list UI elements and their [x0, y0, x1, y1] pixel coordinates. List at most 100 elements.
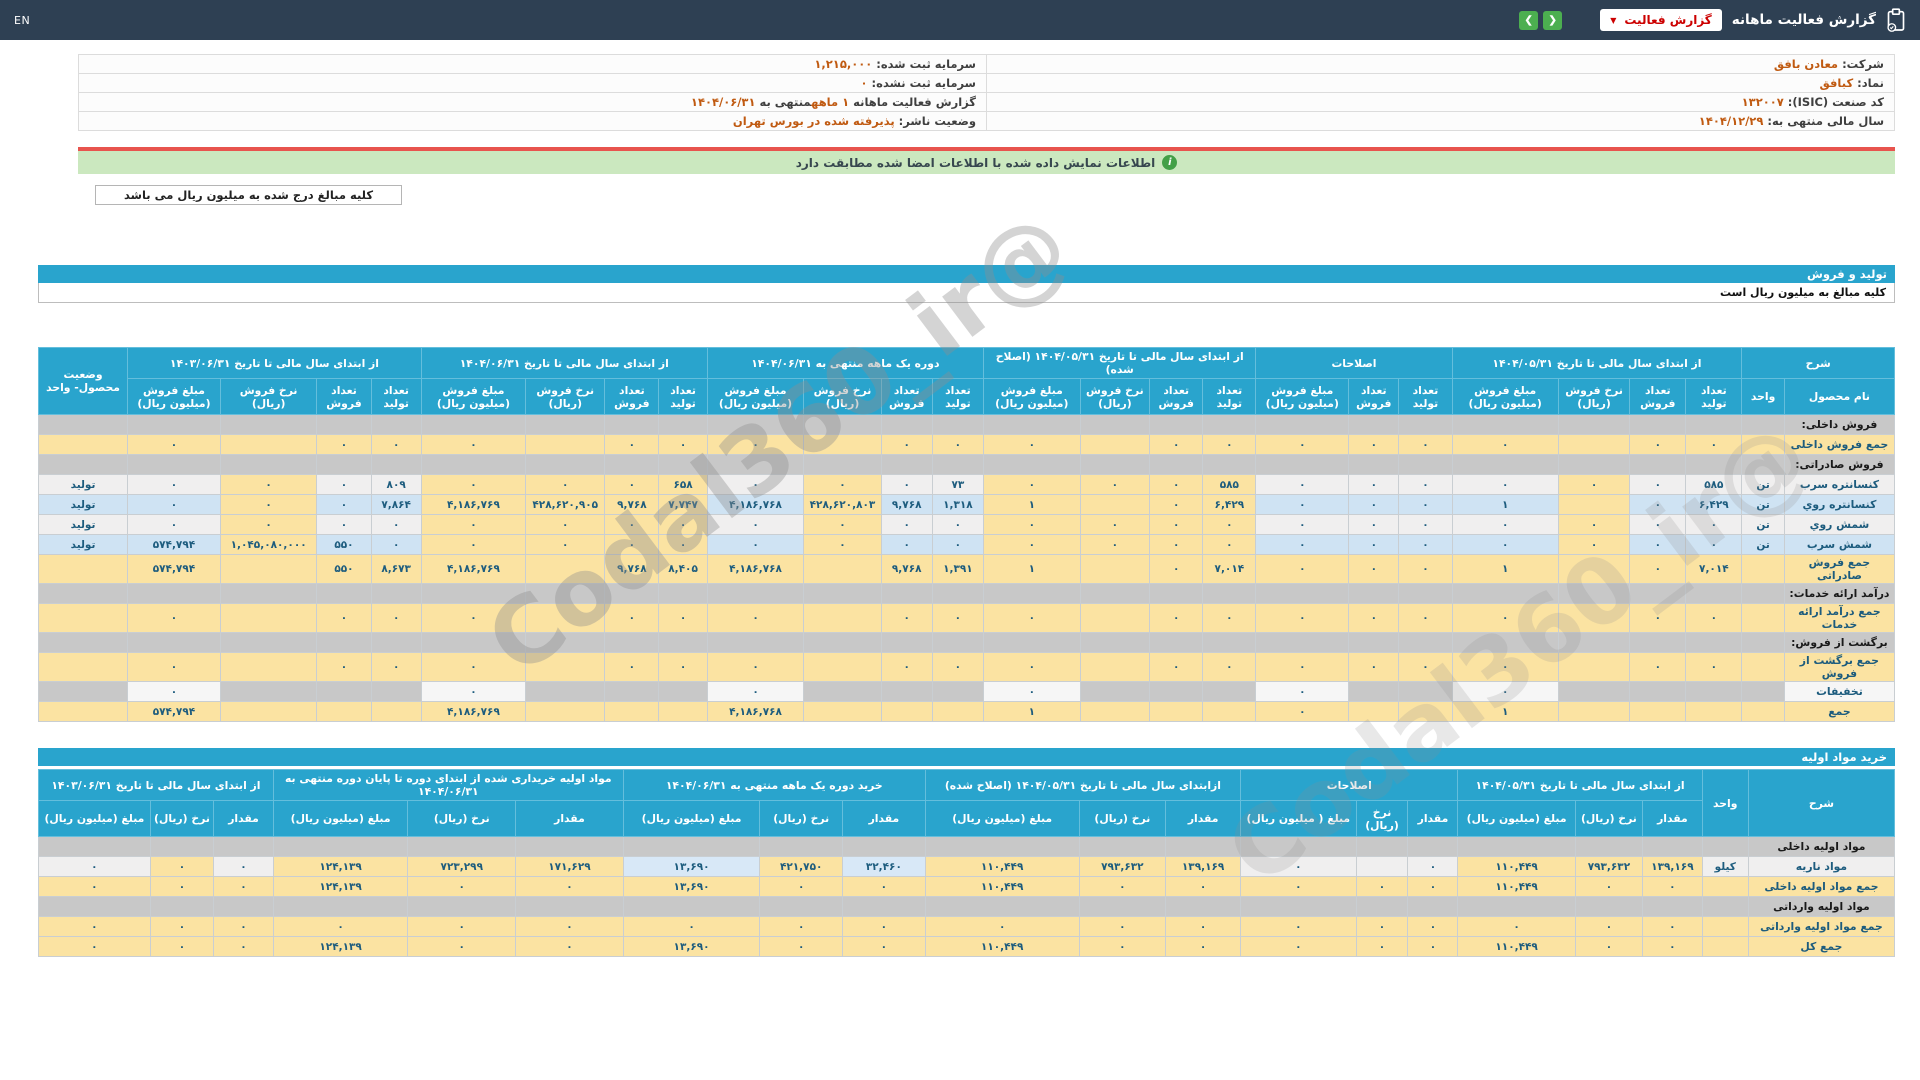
- row-status: [39, 653, 128, 682]
- language-toggle-en[interactable]: EN: [14, 14, 30, 27]
- value-cell: ۰: [707, 515, 804, 535]
- value-cell: ۰: [408, 917, 516, 937]
- value-cell: [932, 702, 983, 722]
- value-cell: ۰: [317, 495, 371, 515]
- col-sub: نرخ (ریال): [1356, 801, 1408, 837]
- col-product-name: نام محصول: [1784, 379, 1894, 415]
- value-cell: [1458, 897, 1575, 917]
- info-value: ۱ ماهه: [811, 95, 849, 109]
- value-cell: ۰: [421, 653, 525, 682]
- info-label: وضعیت ناشر:: [895, 114, 976, 128]
- row-label: درآمد ارائه خدمات:: [1784, 584, 1894, 604]
- company-info-cell: نماد: کبافق: [987, 74, 1895, 93]
- col-sub: مبلغ (میلیون ریال): [925, 801, 1079, 837]
- value-cell: ۰: [1256, 682, 1349, 702]
- value-cell: ۰: [659, 604, 707, 633]
- value-cell: [1356, 897, 1408, 917]
- row-unit: [1742, 455, 1785, 475]
- value-cell: ۰: [659, 435, 707, 455]
- value-cell: ۸,۶۷۳: [371, 555, 421, 584]
- value-cell: ۰: [317, 515, 371, 535]
- row-unit: [1702, 837, 1748, 857]
- table-row: جمع۱۰۱۴,۱۸۶,۷۶۸۴,۱۸۶,۷۶۹۵۷۴,۷۹۴: [39, 702, 1895, 722]
- value-cell: ۰: [421, 515, 525, 535]
- value-cell: ۱۳۹,۱۶۹: [1643, 857, 1703, 877]
- row-status: [39, 584, 128, 604]
- amounts-unit-note: کلیه مبالغ درج شده به میلیون ریال می باش…: [95, 185, 402, 205]
- value-cell: ۰: [932, 515, 983, 535]
- row-unit: [1742, 653, 1785, 682]
- value-cell: [1080, 682, 1150, 702]
- value-cell: ۵۷۴,۷۹۴: [128, 702, 221, 722]
- value-cell: ۰: [1356, 877, 1408, 897]
- value-cell: ۰: [1408, 857, 1458, 877]
- value-cell: ۱۲۴,۱۳۹: [273, 857, 408, 877]
- value-cell: ۷,۰۱۴: [1686, 555, 1742, 584]
- col-sub: نرخ فروش (ریال): [1080, 379, 1150, 415]
- value-cell: [1399, 584, 1452, 604]
- col-group-5: از ابتدای سال مالی تا تاریخ ۱۴۰۳/۰۶/۳۱: [128, 348, 422, 379]
- col-status: وضعیت محصول- واحد: [39, 348, 128, 415]
- value-cell: ۰: [1349, 653, 1399, 682]
- value-cell: [1399, 633, 1452, 653]
- value-cell: ۶,۴۲۹: [1203, 495, 1256, 515]
- value-cell: [1452, 584, 1558, 604]
- info-label: سال مالی منتهی به:: [1763, 114, 1884, 128]
- value-cell: ۴,۱۸۶,۷۶۹: [421, 555, 525, 584]
- value-cell: ۰: [1256, 535, 1349, 555]
- previous-report-button[interactable]: ❮: [1543, 11, 1562, 30]
- value-cell: [1203, 682, 1256, 702]
- value-cell: ۰: [1241, 857, 1356, 877]
- value-cell: [1575, 897, 1642, 917]
- value-cell: [843, 837, 926, 857]
- value-cell: ۰: [1079, 937, 1166, 957]
- row-label: جمع مواد اولیه وارداتی: [1748, 917, 1894, 937]
- value-cell: ۰: [1408, 877, 1458, 897]
- col-sub: تعداد فروش: [605, 379, 659, 415]
- value-cell: ۸,۴۰۵: [659, 555, 707, 584]
- value-cell: ۰: [1241, 917, 1356, 937]
- value-cell: [1079, 897, 1166, 917]
- value-cell: [1203, 633, 1256, 653]
- value-cell: ۰: [1256, 702, 1349, 722]
- value-cell: [220, 702, 317, 722]
- value-cell: ۵۸۵: [1203, 475, 1256, 495]
- value-cell: [220, 604, 317, 633]
- value-cell: ۹,۷۶۸: [881, 495, 932, 515]
- value-cell: ۰: [1643, 937, 1703, 957]
- report-type-dropdown[interactable]: گزارش فعالیت ▼: [1600, 9, 1722, 31]
- value-cell: [1256, 415, 1349, 435]
- row-label: جمع: [1784, 702, 1894, 722]
- value-cell: [881, 633, 932, 653]
- value-cell: ۰: [1686, 604, 1742, 633]
- value-cell: [1241, 837, 1356, 857]
- header-cols-row: نام محصولواحدتعداد تولیدتعداد فروشنرخ فر…: [39, 379, 1895, 415]
- value-cell: [1643, 897, 1703, 917]
- value-cell: ۰: [421, 682, 525, 702]
- page-title: گزارش فعالیت ماهانه: [1732, 12, 1876, 28]
- sales-table: شرحاز ابتدای سال مالی تا تاریخ ۱۴۰۴/۰۵/۳…: [38, 347, 1895, 722]
- value-cell: ۰: [1080, 475, 1150, 495]
- value-cell: [421, 415, 525, 435]
- value-cell: [317, 682, 371, 702]
- value-cell: ۰: [1256, 495, 1349, 515]
- row-unit: [1702, 897, 1748, 917]
- value-cell: [317, 455, 371, 475]
- row-unit: [1742, 702, 1785, 722]
- company-info-table: شرکت: معادن بافقسرمایه ثبت شده: ۱,۲۱۵,۰۰…: [78, 54, 1895, 131]
- value-cell: [983, 633, 1080, 653]
- value-cell: [932, 682, 983, 702]
- value-cell: ۰: [39, 917, 151, 937]
- value-cell: ۰: [881, 653, 932, 682]
- row-unit: [1702, 877, 1748, 897]
- value-cell: ۰: [1452, 682, 1558, 702]
- value-cell: [1452, 633, 1558, 653]
- value-cell: ۰: [843, 917, 926, 937]
- next-report-button[interactable]: ❯: [1519, 11, 1538, 30]
- value-cell: [421, 633, 525, 653]
- signature-match-text: اطلاعات نمایش داده شده با اطلاعات امضا ش…: [796, 156, 1156, 170]
- row-unit: [1702, 917, 1748, 937]
- value-cell: ۰: [220, 475, 317, 495]
- col-sub: مبلغ (میلیون ریال): [1458, 801, 1575, 837]
- value-cell: ۰: [273, 917, 408, 937]
